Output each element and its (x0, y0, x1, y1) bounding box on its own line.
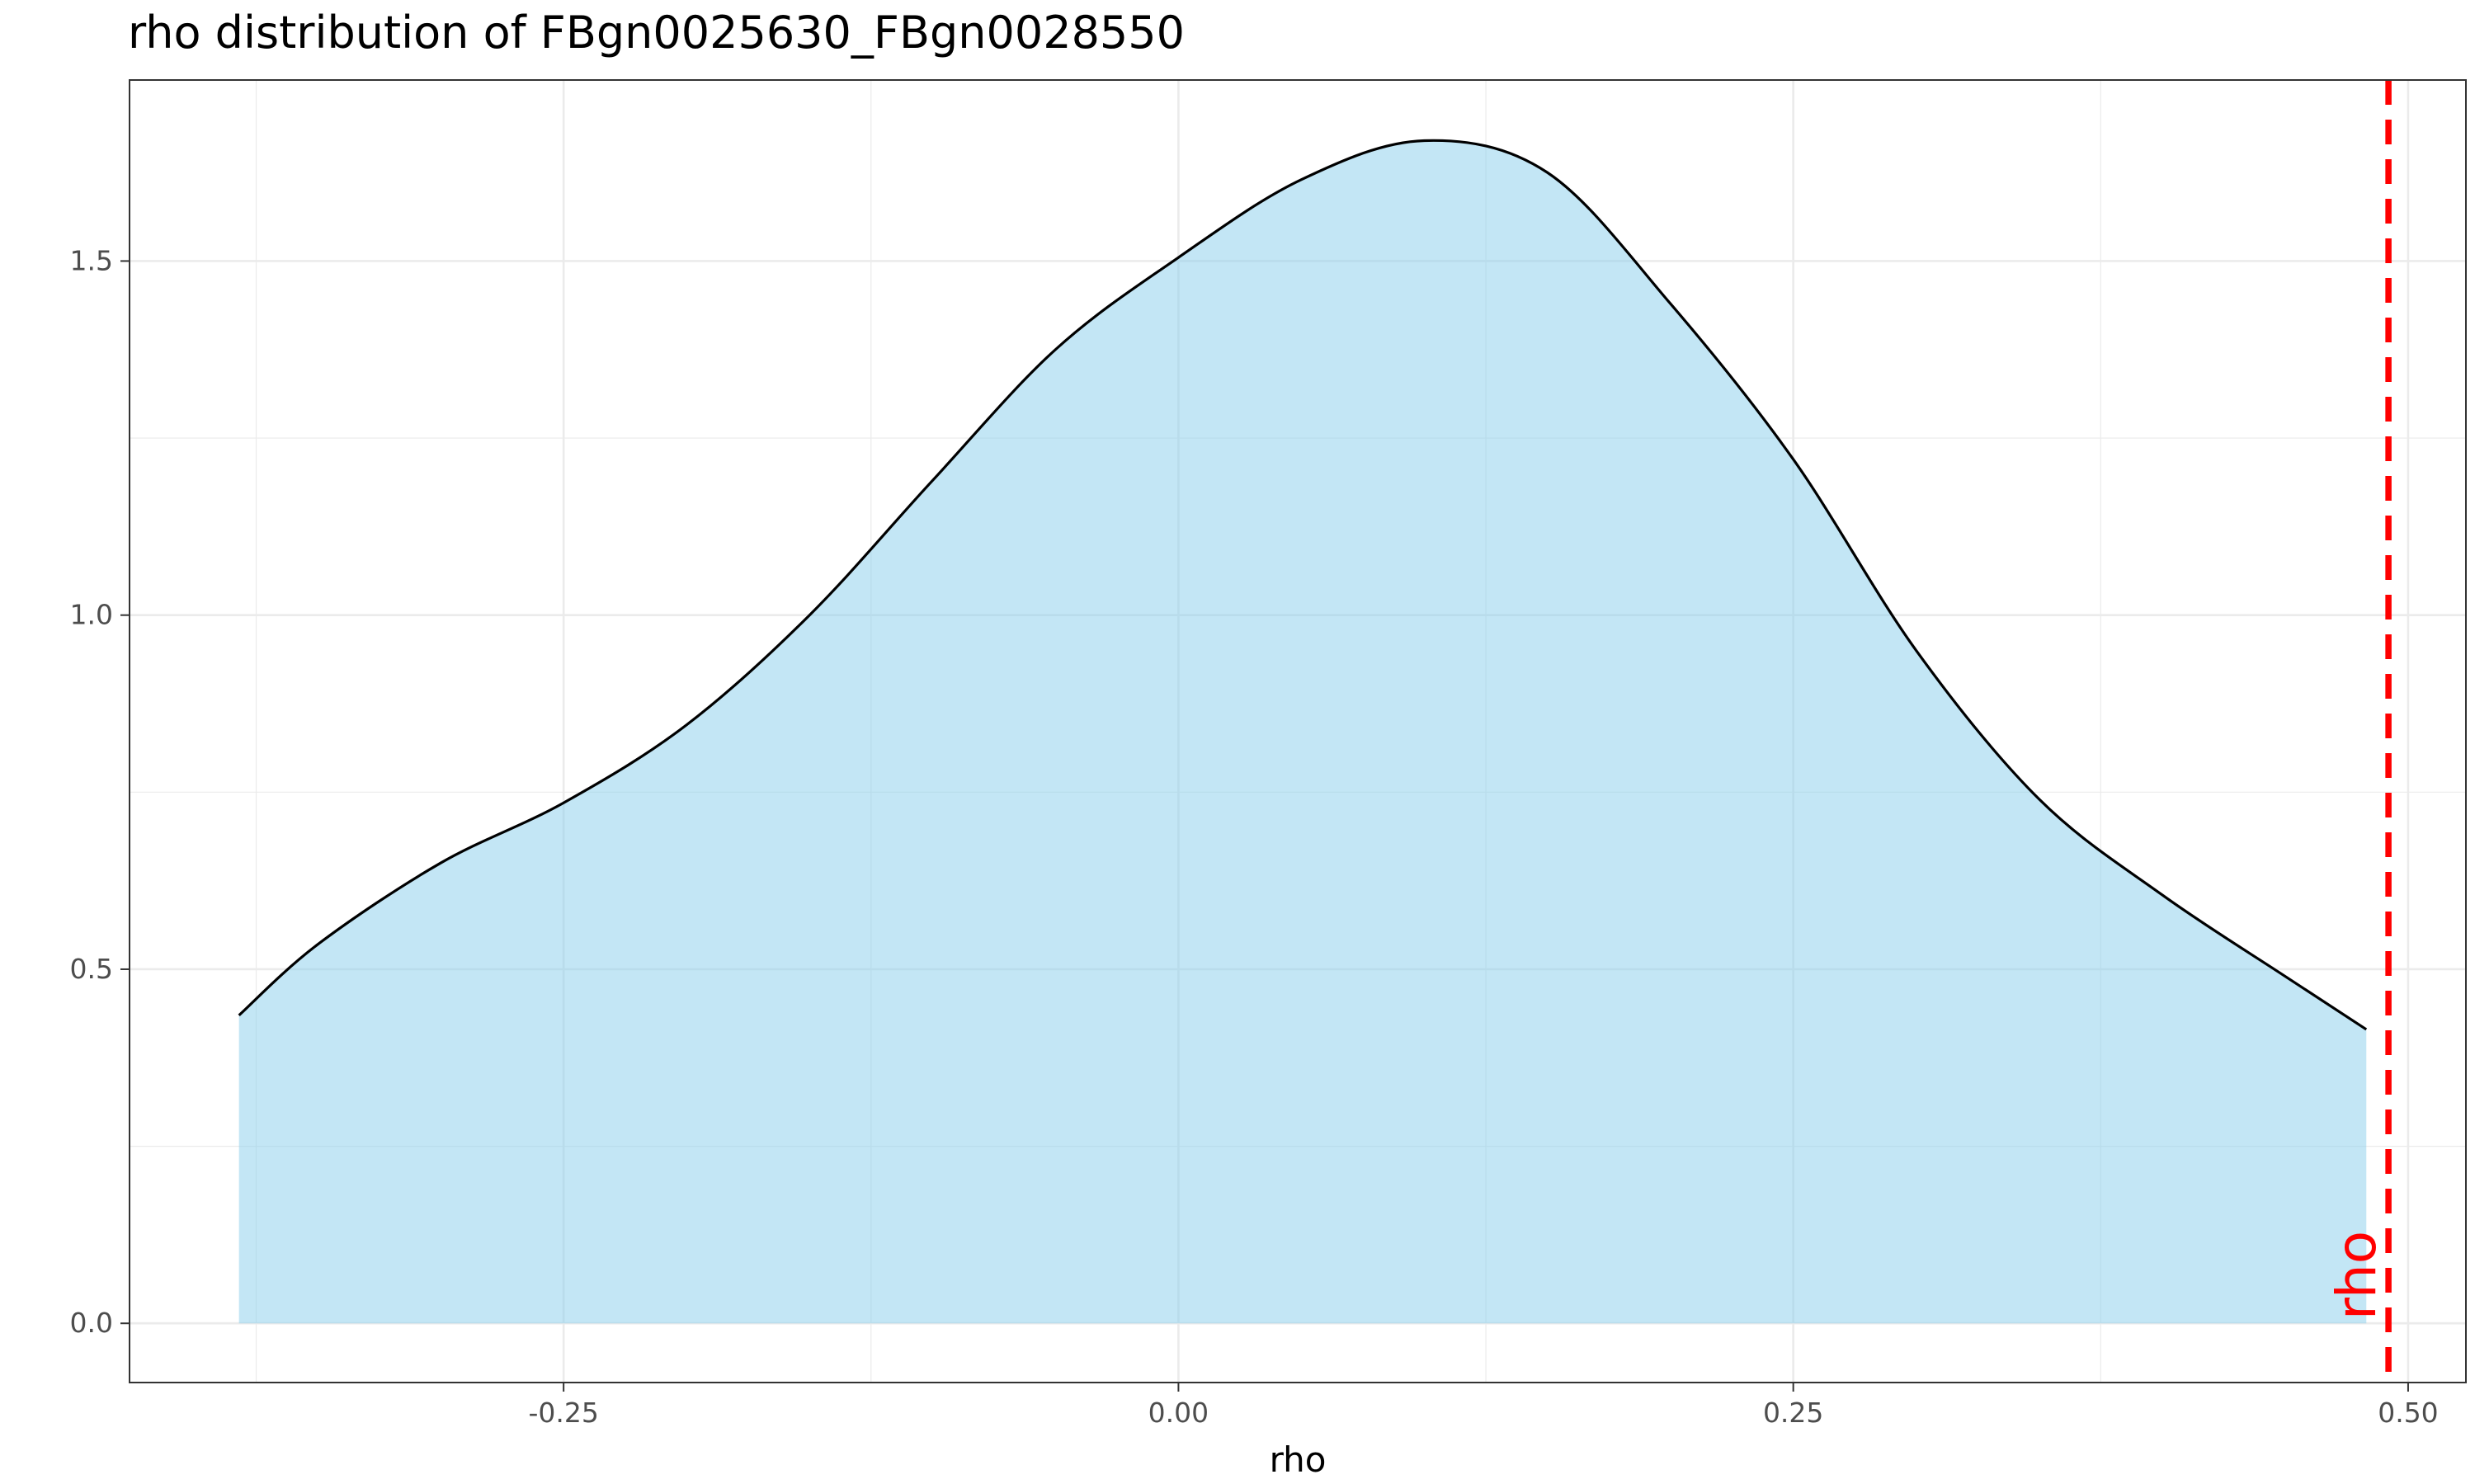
density-area (238, 140, 2367, 1324)
annotations: rho (2325, 80, 2392, 1383)
x-tick-label: 0.50 (2378, 1397, 2438, 1429)
x-tick-label: -0.25 (528, 1397, 598, 1429)
y-tick-label: 1.0 (70, 599, 113, 631)
rho-annotation-label: rho (2325, 1231, 2388, 1320)
x-tick-label: 0.00 (1148, 1397, 1209, 1429)
x-tick-label: 0.25 (1763, 1397, 1823, 1429)
y-tick-label: 0.0 (70, 1307, 113, 1339)
panel-border (129, 79, 2467, 1383)
axes: -0.25 0.00 0.25 0.50 0.0 0.5 1.0 1.5 rho (70, 244, 2439, 1480)
y-tick-label: 1.5 (70, 244, 113, 276)
x-axis-title: rho (1270, 1439, 1327, 1480)
chart-title: rho distribution of FBgn0025630_FBgn0028… (128, 7, 1185, 59)
density-line (238, 139, 2368, 1031)
y-tick-label: 0.5 (70, 953, 113, 985)
density-series (238, 139, 2368, 1324)
